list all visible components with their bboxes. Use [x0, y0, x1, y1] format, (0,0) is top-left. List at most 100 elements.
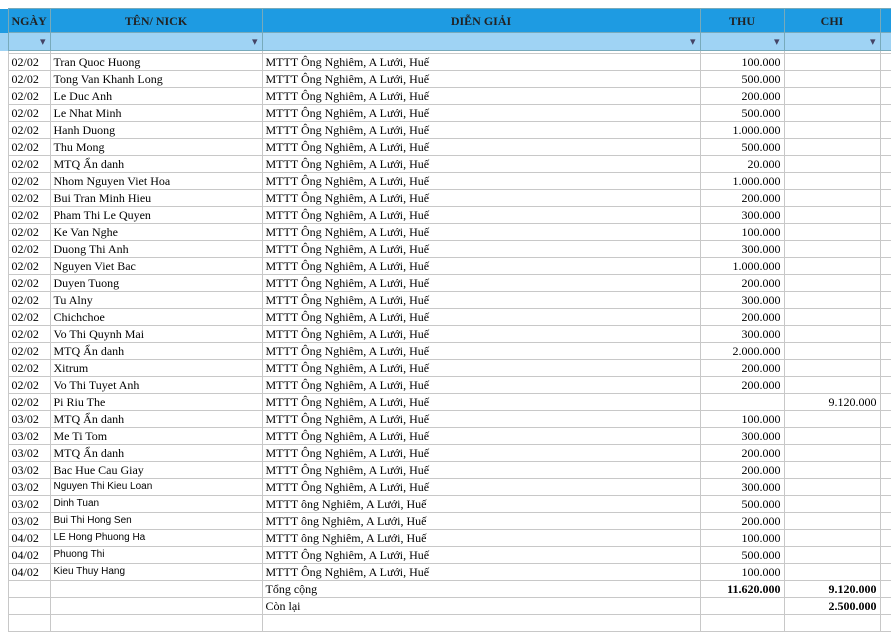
- extra-cell: [879, 512, 891, 530]
- filter-button[interactable]: [261, 32, 701, 51]
- date-cell: 02/02: [7, 342, 51, 360]
- gap-cell: [0, 50, 8, 54]
- date-cell: 02/02: [7, 121, 51, 139]
- date-cell: 02/02: [7, 53, 51, 71]
- income-cell: 200.000: [699, 444, 785, 462]
- gutter: [0, 53, 8, 71]
- name-cell: Hanh Duong: [49, 121, 263, 139]
- empty-cell: [699, 614, 785, 632]
- gutter: [0, 512, 8, 530]
- date-cell: 02/02: [7, 257, 51, 275]
- extra-cell: [879, 8, 891, 33]
- description-cell: MTTT Ông Nghiêm, A Lưới, Huế: [261, 121, 701, 139]
- income-cell: 2.000.000: [699, 342, 785, 360]
- date-cell: 02/02: [7, 155, 51, 173]
- name-cell: MTQ Ẩn danh: [49, 410, 263, 428]
- total-row: Tổng cộng 11.620.000 9.120.000: [0, 580, 891, 598]
- income-cell: 500.000: [699, 70, 785, 88]
- expense-cell: [783, 342, 881, 360]
- extra-cell: [879, 223, 891, 241]
- income-cell: 200.000: [699, 308, 785, 326]
- name-cell: Bac Hue Cau Giay: [49, 461, 263, 479]
- name-cell: Dinh Tuan: [49, 495, 263, 513]
- extra-cell: [879, 240, 891, 258]
- extra-cell: [879, 597, 891, 615]
- total-income: 11.620.000: [699, 580, 785, 598]
- filter-button[interactable]: [49, 32, 263, 51]
- data-row: 04/02 LE Hong Phuong Ha MTTT ông Nghiêm, A…: [0, 529, 891, 547]
- extra-cell: [879, 325, 891, 343]
- name-cell: Tong Van Khanh Long: [49, 70, 263, 88]
- data-row: 02/02 Le Nhat Minh MTTT Ông Nghiêm, A Lưới…: [0, 104, 891, 122]
- description-cell: MTTT Ông Nghiêm, A Lưới, Huế: [261, 478, 701, 496]
- description-cell: MTTT Ông Nghiêm, A Lưới, Huế: [261, 240, 701, 258]
- description-cell: MTTT Ông Nghiêm, A Lưới, Huế: [261, 291, 701, 309]
- extra-cell: [879, 87, 891, 105]
- expense-cell: [783, 291, 881, 309]
- extra-cell: [879, 546, 891, 564]
- income-cell: [699, 393, 785, 411]
- filter-button[interactable]: [699, 32, 785, 51]
- name-cell: Ke Van Nghe: [49, 223, 263, 241]
- extra-cell: [879, 291, 891, 309]
- expense-cell: [783, 240, 881, 258]
- data-row: 02/02 Chichchoe MTTT Ông Nghiêm, A Lưới, H…: [0, 308, 891, 326]
- extra-cell: [879, 563, 891, 581]
- gutter: [0, 274, 8, 292]
- expense-cell: [783, 444, 881, 462]
- remaining-row: Còn lại 2.500.000: [0, 597, 891, 615]
- income-cell: 200.000: [699, 359, 785, 377]
- empty-row: [0, 614, 891, 632]
- description-cell: MTTT Ông Nghiêm, A Lưới, Huế: [261, 53, 701, 71]
- expense-cell: [783, 121, 881, 139]
- data-row: 02/02 Tu Alny MTTT Ông Nghiêm, A Lưới, Huế…: [0, 291, 891, 309]
- data-row: 02/02 Bui Tran Minh Hieu MTTT Ông Nghiêm, …: [0, 189, 891, 207]
- extra-cell: [879, 393, 891, 411]
- date-cell: 02/02: [7, 172, 51, 190]
- expense-cell: [783, 512, 881, 530]
- date-cell: 03/02: [7, 461, 51, 479]
- date-cell: 04/02: [7, 529, 51, 547]
- income-cell: 1.000.000: [699, 257, 785, 275]
- income-cell: 300.000: [699, 291, 785, 309]
- expense-cell: [783, 104, 881, 122]
- data-row: 02/02 Pham Thi Le Quyen MTTT Ông Nghiêm, A…: [0, 206, 891, 224]
- description-cell: MTTT Ông Nghiêm, A Lưới, Huế: [261, 461, 701, 479]
- income-cell: 200.000: [699, 512, 785, 530]
- description-cell: MTTT Ông Nghiêm, A Lưới, Huế: [261, 546, 701, 564]
- extra-cell: [879, 257, 891, 275]
- name-cell: Chichchoe: [49, 308, 263, 326]
- date-cell: 02/02: [7, 359, 51, 377]
- name-cell: Nhom Nguyen Viet Hoa: [49, 172, 263, 190]
- empty-cell: [49, 614, 263, 632]
- extra-cell: [879, 172, 891, 190]
- filter-button[interactable]: [783, 32, 881, 51]
- extra-cell: [879, 53, 891, 71]
- income-cell: 300.000: [699, 325, 785, 343]
- column-header: THU: [699, 8, 785, 33]
- expense-cell: [783, 376, 881, 394]
- gutter: [0, 393, 8, 411]
- description-cell: MTTT Ông Nghiêm, A Lưới, Huế: [261, 274, 701, 292]
- name-cell: Phuong Thi: [49, 546, 263, 564]
- expense-cell: [783, 138, 881, 156]
- description-cell: MTTT ông Nghiêm, A Lưới, Huế: [261, 512, 701, 530]
- filter-button[interactable]: [7, 32, 51, 51]
- name-cell: MTQ Ẩn danh: [49, 342, 263, 360]
- expense-cell: [783, 546, 881, 564]
- gutter: [0, 104, 8, 122]
- income-cell: 20.000: [699, 155, 785, 173]
- date-cell: 02/02: [7, 138, 51, 156]
- name-cell: Xitrum: [49, 359, 263, 377]
- extra-cell: [879, 478, 891, 496]
- name-cell: MTQ Ẩn danh: [49, 155, 263, 173]
- gutter: [0, 223, 8, 241]
- column-header: CHI: [783, 8, 881, 33]
- expense-cell: [783, 257, 881, 275]
- data-row: 02/02 Hanh Duong MTTT Ông Nghiêm, A Lưới, …: [0, 121, 891, 139]
- column-header: DIỄN GIẢI: [261, 8, 701, 33]
- data-row: 02/02 Vo Thi Quynh Mai MTTT Ông Nghiêm, A …: [0, 325, 891, 343]
- description-cell: MTTT Ông Nghiêm, A Lưới, Huế: [261, 223, 701, 241]
- expense-cell: [783, 427, 881, 445]
